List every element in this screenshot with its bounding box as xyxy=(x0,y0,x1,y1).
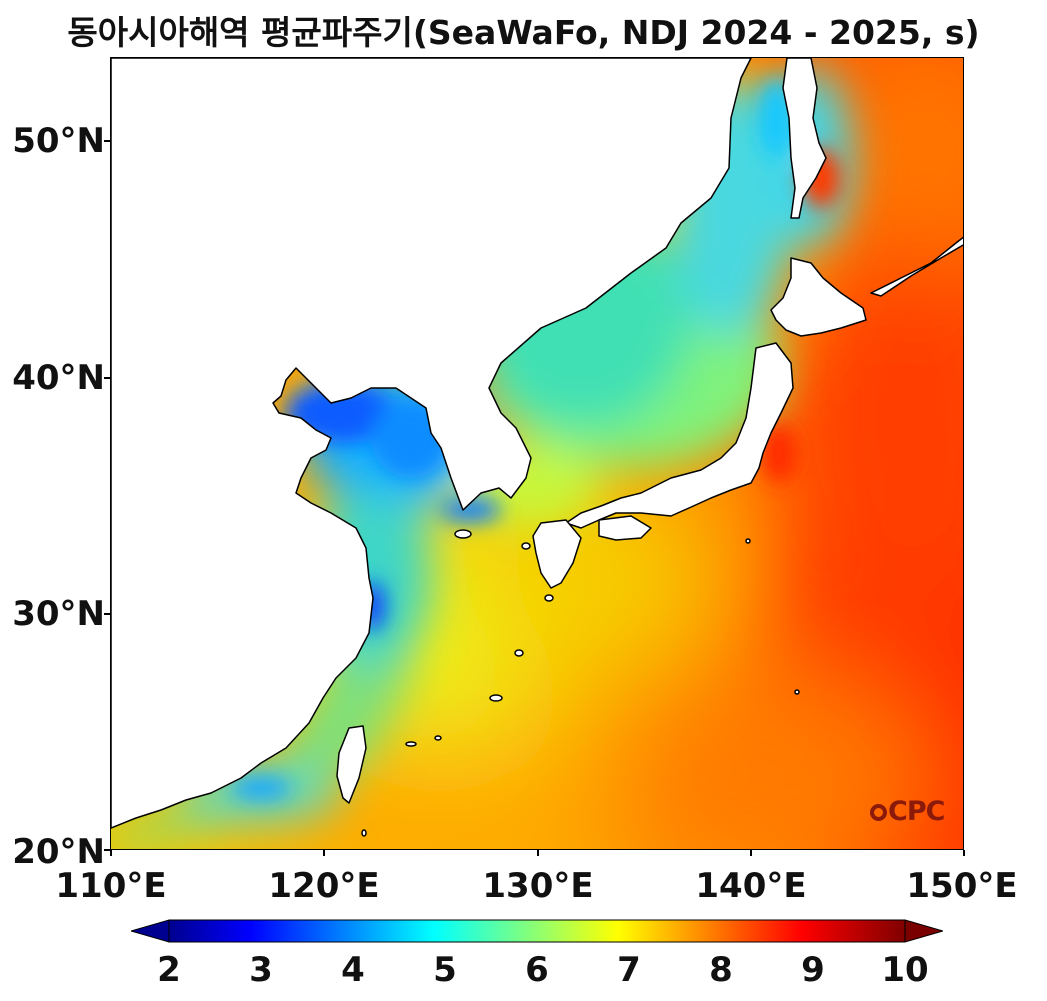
lon-tick-130 xyxy=(537,850,539,856)
map-frame xyxy=(110,57,964,850)
lat-label-20: 20°N xyxy=(12,832,105,872)
lon-tick-150 xyxy=(963,850,965,856)
colorbar-label-5: 5 xyxy=(433,950,457,990)
lon-label-130: 130°E xyxy=(482,866,594,906)
lon-label-110: 110°E xyxy=(55,866,167,906)
colorbar-label-3: 3 xyxy=(249,950,273,990)
lon-tick-120 xyxy=(323,850,325,856)
lat-tick-20 xyxy=(104,849,110,851)
lat-tick-50 xyxy=(104,140,110,142)
lat-label-50: 50°N xyxy=(12,121,105,161)
colorbar-label-10: 10 xyxy=(881,950,929,990)
lat-tick-40 xyxy=(104,377,110,379)
colorbar xyxy=(131,919,943,943)
logo-text: CPC xyxy=(888,796,945,827)
colorbar-label-2: 2 xyxy=(157,950,181,990)
lat-tick-30 xyxy=(104,613,110,615)
colorbar-label-6: 6 xyxy=(525,950,549,990)
colorbar-gradient xyxy=(168,919,906,943)
land xyxy=(111,58,963,837)
lat-label-30: 30°N xyxy=(12,594,105,634)
colorbar-extend-min xyxy=(131,919,170,943)
cpc-logo: CPC xyxy=(870,796,945,827)
colorbar-label-7: 7 xyxy=(617,950,641,990)
lon-label-150: 150°E xyxy=(906,866,1018,906)
logo-ring-icon xyxy=(870,804,887,821)
map-canvas xyxy=(111,58,963,849)
lon-tick-110 xyxy=(110,850,112,856)
map-title: 동아시아해역 평균파주기(SeaWaFo, NDJ 2024 - 2025, s… xyxy=(67,13,980,52)
lon-label-120: 120°E xyxy=(268,866,380,906)
colorbar-label-9: 9 xyxy=(801,950,825,990)
lon-tick-140 xyxy=(750,850,752,856)
colorbar-label-8: 8 xyxy=(709,950,733,990)
colorbar-label-4: 4 xyxy=(341,950,365,990)
lon-label-140: 140°E xyxy=(695,866,807,906)
lat-label-40: 40°N xyxy=(12,358,105,398)
colorbar-extend-max xyxy=(904,919,943,943)
